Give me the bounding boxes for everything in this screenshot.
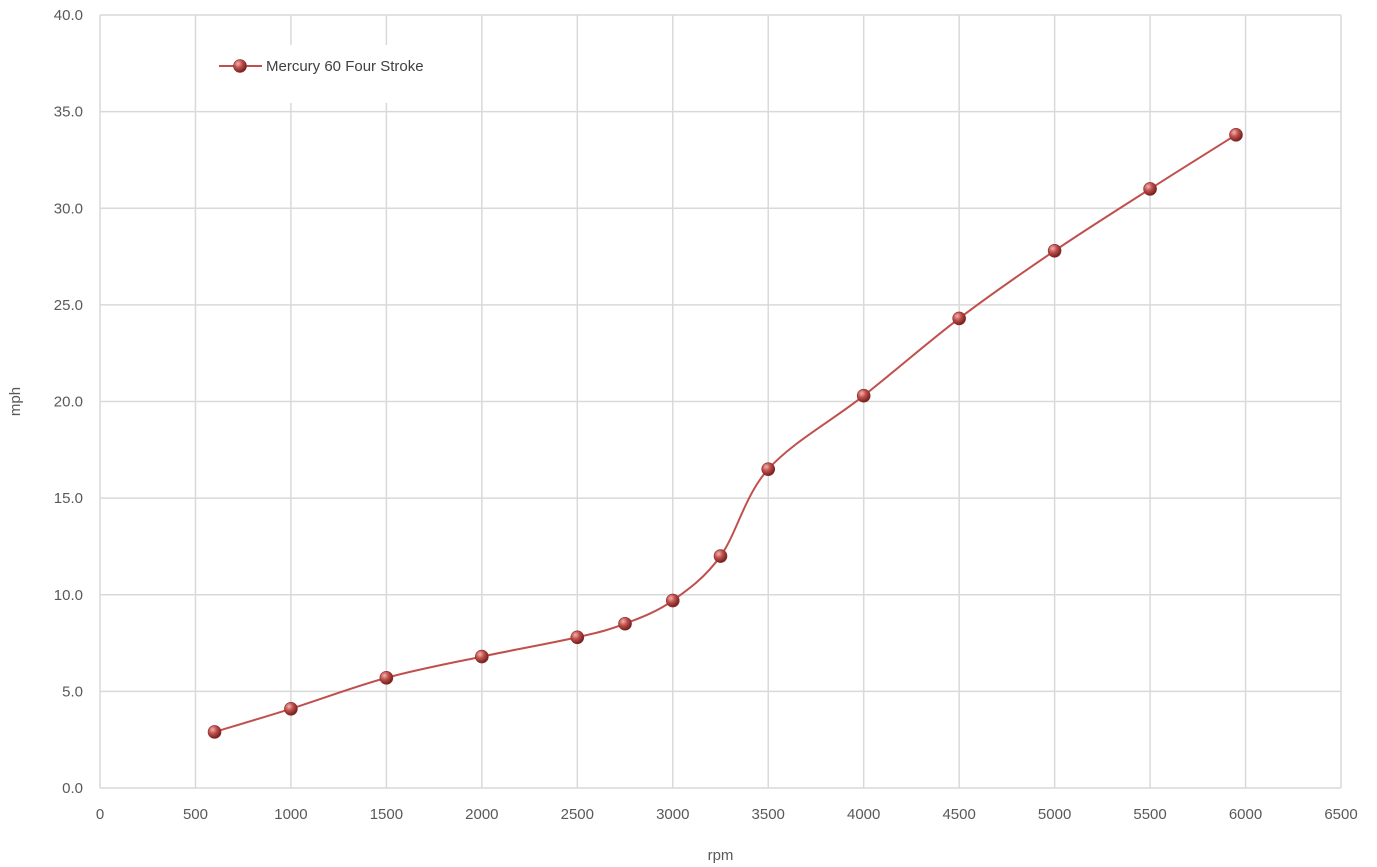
x-tick-label: 0 — [96, 806, 104, 823]
series-group — [207, 128, 1243, 739]
data-point — [284, 701, 298, 716]
x-tick-label: 500 — [183, 806, 208, 823]
x-tick-label: 6500 — [1324, 806, 1357, 823]
y-tick-label: 5.0 — [62, 683, 83, 700]
x-tick-label: 4000 — [847, 806, 880, 823]
data-point — [1143, 182, 1157, 196]
x-tick-label: 2500 — [561, 806, 594, 823]
y-tick-label: 10.0 — [54, 587, 83, 604]
x-tick-label: 1500 — [370, 806, 403, 823]
x-tick-label: 5000 — [1038, 806, 1071, 823]
legend-background — [205, 45, 475, 103]
y-tick-label: 30.0 — [54, 200, 83, 217]
y-tick-label: 25.0 — [54, 297, 83, 314]
x-axis-ticks: 0 500 1000 1500 2000 2500 3000 3500 4000 4500 5000… — [96, 806, 1358, 823]
y-tick-label: 40.0 — [54, 7, 83, 24]
y-axis-title: mph — [7, 387, 24, 416]
gridlines — [99, 14, 1342, 789]
data-point — [761, 462, 776, 476]
data-point — [618, 616, 632, 631]
data-point — [475, 649, 489, 664]
legend: Mercury 60 Four Stroke — [205, 45, 475, 103]
x-axis-title: rpm — [708, 847, 734, 864]
data-point — [1047, 243, 1062, 258]
data-point — [713, 549, 728, 563]
legend-label: Mercury 60 Four Stroke — [266, 58, 424, 75]
data-point — [379, 671, 394, 685]
x-tick-label: 4500 — [942, 806, 975, 823]
data-point — [1229, 128, 1243, 142]
data-point — [570, 630, 585, 645]
x-tick-label: 3000 — [656, 806, 689, 823]
y-tick-label: 0.0 — [62, 780, 83, 797]
data-point — [952, 311, 966, 326]
series-line — [214, 133, 1237, 733]
x-tick-label: 3500 — [752, 806, 785, 823]
x-tick-label: 2000 — [465, 806, 498, 823]
y-axis-ticks: 0.0 5.0 10.0 15.0 20.0 25.0 30.0 35.0 40.0 — [54, 7, 83, 797]
y-tick-label: 20.0 — [54, 394, 83, 411]
data-point — [207, 725, 222, 739]
x-tick-label: 1000 — [274, 806, 307, 823]
y-tick-label: 35.0 — [54, 104, 83, 121]
x-tick-label: 6000 — [1229, 806, 1262, 823]
data-point — [665, 593, 680, 608]
y-tick-label: 15.0 — [54, 490, 83, 507]
x-tick-label: 5500 — [1133, 806, 1166, 823]
data-point — [856, 388, 871, 403]
legend-marker-swatch — [233, 59, 247, 73]
